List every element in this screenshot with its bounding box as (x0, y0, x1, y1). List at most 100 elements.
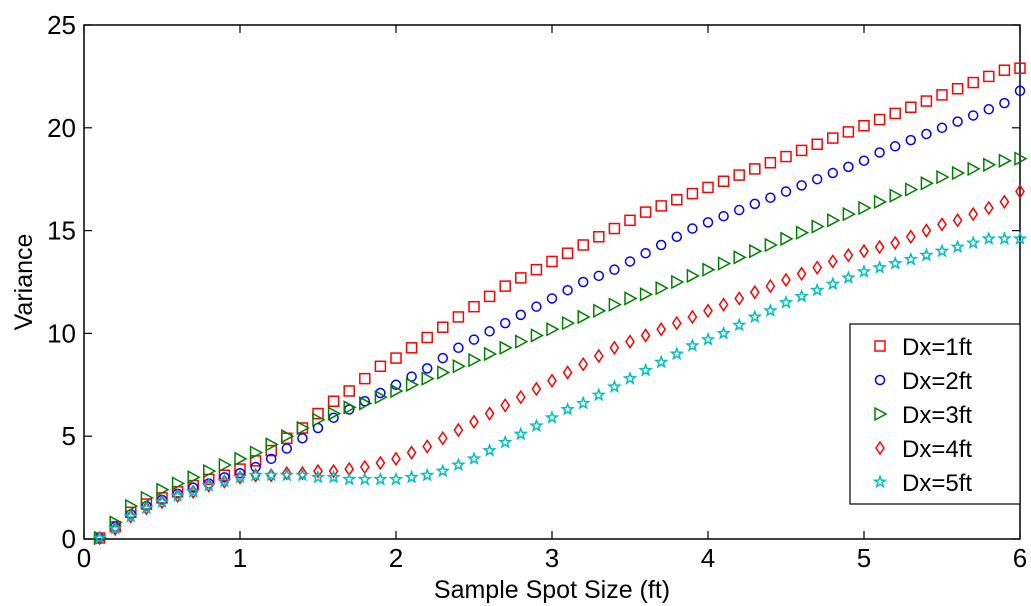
data-point (156, 482, 170, 497)
legend-marker (872, 474, 888, 489)
data-point (983, 104, 995, 115)
data-point (310, 469, 326, 484)
data-point (593, 231, 605, 243)
y-tick-label: 10 (47, 318, 76, 348)
data-point (513, 426, 529, 441)
data-point (263, 467, 279, 482)
data-point (811, 138, 823, 150)
data-point (795, 225, 810, 240)
x-tick-label: 1 (233, 543, 247, 573)
data-point (453, 422, 464, 438)
data-point (328, 463, 339, 479)
x-tick-label: 5 (857, 543, 871, 573)
data-point (154, 494, 170, 509)
data-point (561, 315, 576, 331)
data-point (686, 187, 699, 200)
y-tick-label: 0 (62, 524, 76, 554)
data-point (842, 206, 856, 222)
data-point (858, 200, 872, 216)
data-point (1014, 151, 1028, 166)
data-point (577, 239, 589, 251)
data-point (484, 406, 495, 421)
data-point (375, 455, 386, 471)
data-point (983, 200, 994, 216)
data-point (765, 278, 776, 294)
data-point (903, 251, 919, 266)
data-point (390, 352, 402, 364)
data-point (578, 356, 589, 372)
data-point (546, 293, 558, 304)
data-point (843, 247, 854, 263)
data-point (887, 255, 903, 270)
data-point (967, 76, 979, 89)
data-point (608, 222, 621, 235)
data-point (951, 82, 964, 95)
data-point (452, 311, 465, 323)
data-point (577, 309, 591, 325)
data-point (281, 443, 293, 454)
data-point (468, 300, 480, 313)
data-point (1012, 231, 1028, 246)
data-point (218, 457, 232, 473)
data-point (343, 385, 355, 397)
data-point (827, 254, 838, 269)
data-point (561, 247, 574, 259)
data-point (435, 463, 451, 478)
data-point (640, 328, 651, 343)
data-point (562, 365, 573, 380)
data-point (359, 396, 373, 411)
data-point (718, 297, 729, 312)
data-point (281, 465, 292, 481)
data-point (640, 247, 651, 259)
data-point (327, 406, 342, 421)
x-tick-label: 6 (1013, 543, 1027, 573)
data-point (967, 161, 981, 177)
data-point (639, 287, 654, 302)
data-point (734, 291, 745, 306)
data-point (374, 389, 388, 405)
data-point (171, 476, 186, 491)
data-point (811, 219, 825, 234)
data-point (889, 188, 903, 203)
data-point (717, 256, 732, 271)
data-point (747, 309, 763, 324)
data-point (591, 387, 607, 402)
data-point (653, 354, 669, 369)
data-point (265, 437, 279, 452)
legend-label: Dx=2ft (902, 368, 972, 395)
legend-marker (875, 440, 885, 456)
y-tick-label: 20 (47, 113, 76, 143)
data-point (468, 334, 480, 345)
data-point (856, 264, 872, 278)
data-point (656, 321, 667, 337)
data-point (234, 467, 246, 479)
data-point (218, 469, 231, 482)
data-point (702, 217, 714, 228)
data-point (374, 360, 387, 373)
data-point (638, 362, 653, 377)
data-point (905, 182, 919, 197)
data-point (482, 442, 497, 457)
y-tick-label: 5 (62, 421, 76, 451)
data-point (749, 198, 761, 210)
data-point (778, 294, 794, 309)
data-point (313, 463, 323, 479)
data-point (827, 132, 839, 144)
data-point (858, 119, 870, 132)
data-point (920, 95, 933, 107)
data-point (185, 484, 201, 498)
data-point (921, 223, 932, 238)
data-point (406, 445, 417, 461)
data-point (593, 303, 607, 319)
data-point (279, 467, 295, 482)
data-point (950, 239, 965, 254)
data-point (921, 128, 932, 140)
series-4 (94, 184, 1025, 546)
data-point (405, 377, 420, 393)
data-point (593, 270, 605, 282)
data-point (952, 116, 963, 127)
data-point (781, 272, 791, 288)
data-point (437, 352, 449, 364)
data-point (998, 153, 1012, 168)
data-point (125, 498, 139, 514)
